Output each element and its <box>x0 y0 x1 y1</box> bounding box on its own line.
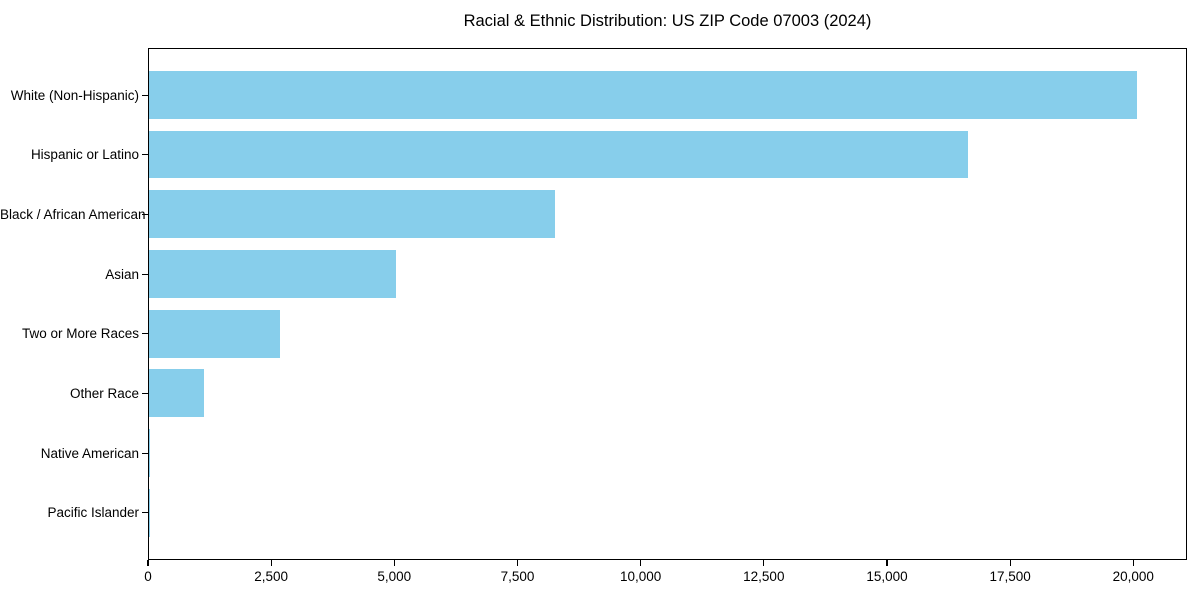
x-tick-mark <box>516 560 519 566</box>
bar-other-race <box>149 369 205 418</box>
plot-area <box>148 48 1187 560</box>
bar-asian <box>149 250 396 298</box>
y-tick-label: Two or More Races <box>21 326 139 342</box>
chart-title: Racial & Ethnic Distribution: US ZIP Cod… <box>463 12 872 30</box>
x-tick-mark <box>763 560 765 566</box>
y-tick-mark <box>142 273 148 275</box>
y-tick-label: Asian <box>105 266 139 282</box>
x-tick-label: 0 <box>144 569 152 584</box>
y-tick-label: Other Race <box>69 386 139 401</box>
bar-native-american <box>149 429 151 477</box>
y-tick-mark <box>142 154 148 156</box>
bar-hispanic-or-latino <box>149 130 968 179</box>
y-tick-label: Native American <box>40 445 139 461</box>
y-tick-mark <box>142 392 148 395</box>
y-tick-mark <box>142 94 148 96</box>
y-tick-mark <box>142 333 148 335</box>
x-tick-label: 7,500 <box>500 569 535 584</box>
x-tick-mark <box>640 560 642 566</box>
y-tick-mark <box>142 452 148 454</box>
x-tick-mark <box>886 560 888 566</box>
y-tick-label: White (Non-Hispanic) <box>10 87 139 103</box>
x-tick-label: 15,000 <box>866 569 908 584</box>
x-tick-mark <box>393 560 395 566</box>
x-tick-label: 5,000 <box>377 569 412 584</box>
y-tick-mark <box>142 213 148 216</box>
x-tick-label: 20,000 <box>1112 569 1154 584</box>
x-tick-label: 10,000 <box>619 569 662 584</box>
bar-two-or-more-races <box>149 309 280 358</box>
x-tick-mark <box>147 560 149 566</box>
x-tick-mark <box>270 560 272 566</box>
x-tick-label: 17,500 <box>989 569 1031 584</box>
y-tick-label: Black / African American <box>0 206 146 222</box>
x-tick-mark <box>1132 560 1134 566</box>
y-tick-label: Hispanic or Latino <box>30 147 139 163</box>
bar-pacific-islander <box>149 488 150 537</box>
x-tick-mark <box>1009 560 1011 566</box>
y-tick-mark <box>142 512 148 514</box>
bar-white-non-hispanic <box>149 71 1138 119</box>
bar-black-african-american <box>149 190 556 239</box>
x-tick-label: 12,500 <box>743 569 785 584</box>
x-tick-label: 2,500 <box>254 569 289 584</box>
y-tick-label: Pacific Islander <box>47 505 139 521</box>
